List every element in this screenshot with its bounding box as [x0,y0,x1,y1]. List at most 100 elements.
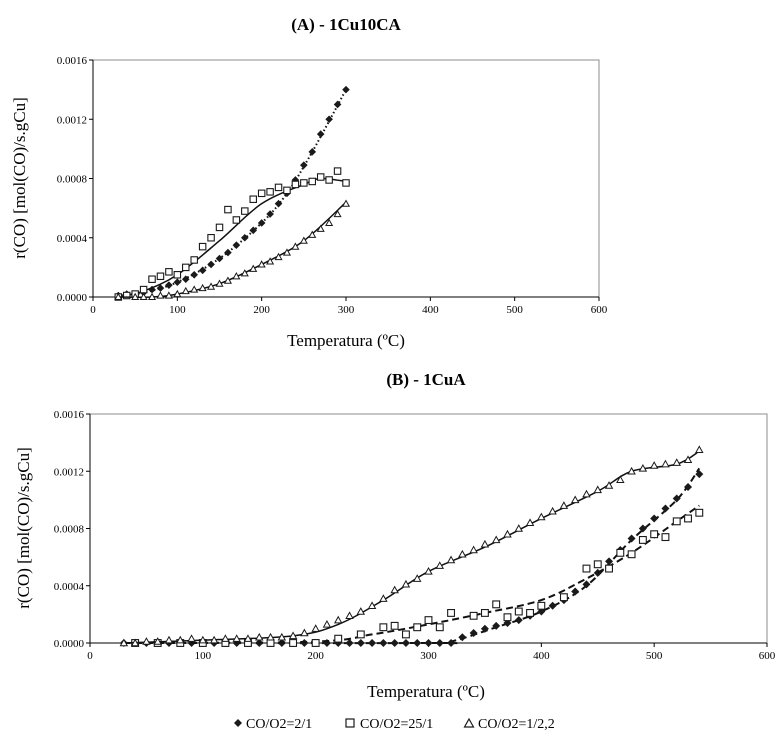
diamond-point-co-o2-2-1 [198,266,207,275]
triangle-point-co-o2-1-2-2 [356,607,366,615]
y-tick-label: 0.0012 [57,114,87,126]
square-point-co-o2-25-1 [257,189,266,198]
triangle-point-co-o2-1-2-2 [153,637,162,645]
square-point-co-o2-25-1 [559,593,568,602]
square-point-co-o2-25-1 [207,234,215,242]
triangle-point-co-o2-1-2-2 [176,635,185,644]
triangle-point-co-o2-1-2-2 [379,594,388,602]
diamond-point-co-o2-2-1 [342,85,350,94]
triangle-point-co-o2-1-2-2 [173,289,182,298]
triangle-point-co-o2-1-2-2 [249,264,258,272]
square-point-co-o2-25-1 [650,530,659,539]
series-line-co-o2-2-1 [123,467,701,645]
triangle-point-co-o2-1-2-2 [232,634,241,642]
square-point-co-o2-25-1 [283,186,291,195]
square-point-co-o2-25-1 [582,564,591,573]
y-tick-label: 0.0000 [57,292,88,304]
diamond-point-co-o2-2-1 [571,587,580,596]
square-point-co-o2-25-1 [356,630,365,639]
triangle-point-co-o2-1-2-2 [291,242,300,250]
diamond-point-co-o2-2-1 [215,254,224,263]
square-point-co-o2-25-1 [435,623,444,632]
triangle-point-co-o2-1-2-2 [480,539,490,548]
triangle-point-co-o2-1-2-2 [311,624,320,632]
triangle-point-co-o2-1-2-2 [232,272,241,280]
square-point-co-o2-25-1 [661,533,670,542]
triangle-point-co-o2-1-2-2 [322,619,332,628]
chart-a: (A) - 1Cu10CA r(CO) [mol(CO)/s.gCu] Temp… [10,15,608,350]
triangle-point-co-o2-1-2-2 [139,292,148,301]
chart-a-title: (A) - 1Cu10CA [291,15,401,34]
square-point-co-o2-25-1 [311,639,320,647]
chart-b-axes: 0.0000 0.0004 0.0008 0.0012 0.0016 0 100 200 300… [54,409,776,662]
chart-b: (B) - 1CuA r(CO) [mol(CO)/s.gCu] Tempera… [14,370,776,701]
triangle-point-co-o2-1-2-2 [243,634,253,642]
diamond-point-co-o2-2-1 [413,639,422,647]
diamond-point-co-o2-2-1 [333,100,342,109]
triangle-point-co-o2-1-2-2 [198,635,208,644]
x-tick-label: 500 [506,304,523,316]
triangle-point-co-o2-1-2-2 [424,567,433,575]
square-point-co-o2-25-1 [684,514,692,523]
legend-label-co-o2-2-1: CO/O2=2/1 [246,717,312,732]
diamond-point-co-o2-2-1 [379,639,388,647]
diamond-point-co-o2-2-1 [514,616,523,625]
diamond-point-co-o2-2-1 [173,278,182,286]
y-tick-label: 0.0000 [54,638,85,650]
x-tick-label: 300 [338,304,355,316]
triangle-point-co-o2-1-2-2 [240,269,249,277]
triangle-point-co-o2-1-2-2 [274,252,283,261]
triangle-point-co-o2-1-2-2 [367,601,377,610]
diamond-point-co-o2-2-1 [582,580,591,589]
square-point-co-o2-25-1 [266,188,274,196]
triangle-point-co-o2-1-2-2 [649,461,659,469]
triangle-point-co-o2-1-2-2 [308,230,317,238]
square-point-co-o2-25-1 [447,608,456,617]
legend-label-co-o2-1-2-2: CO/O2=1/2,2 [478,717,555,732]
triangle-point-co-o2-1-2-2 [616,475,625,484]
diamond-point-co-o2-2-1 [345,639,354,647]
triangle-point-co-o2-1-2-2 [316,224,325,232]
triangle-point-co-o2-1-2-2 [333,209,342,218]
triangle-point-co-o2-1-2-2 [570,495,580,504]
square-point-co-o2-25-1 [672,517,681,526]
triangle-point-co-o2-1-2-2 [514,524,524,532]
triangle-point-co-o2-1-2-2 [266,632,275,641]
diamond-point-co-o2-2-1 [291,176,300,184]
diamond-point-co-o2-2-1 [650,514,659,523]
triangle-point-co-o2-1-2-2 [266,257,275,265]
square-point-co-o2-25-1 [593,560,602,569]
square-point-co-o2-25-1 [241,207,249,215]
square-point-co-o2-25-1 [413,623,422,632]
square-point-co-o2-25-1 [480,608,489,617]
triangle-point-co-o2-1-2-2 [661,459,670,468]
triangle-point-co-o2-1-2-2 [695,445,704,454]
y-tick-label: 0.0004 [54,581,85,593]
diamond-point-co-o2-2-1 [257,219,266,227]
square-point-co-o2-25-1 [266,639,275,647]
diamond-point-co-o2-2-1 [325,115,333,124]
diamond-point-co-o2-2-1 [401,639,410,647]
square-point-co-o2-25-1 [379,623,388,632]
square-point-co-o2-25-1 [198,242,207,251]
x-tick-label: 100 [169,304,186,316]
square-point-co-o2-25-1 [390,621,399,630]
triangle-point-co-o2-1-2-2 [638,463,648,472]
y-tick-label: 0.0004 [57,233,88,245]
triangle-point-co-o2-1-2-2 [164,291,173,299]
diamond-point-co-o2-2-1 [672,494,681,503]
chart-b-title: (B) - 1CuA [386,370,466,389]
triangle-point-co-o2-1-2-2 [223,276,232,284]
diamond-point-co-o2-2-1 [469,628,478,637]
diamond-point-co-o2-2-1 [492,621,501,630]
y-tick-label: 0.0008 [57,174,88,186]
square-point-co-o2-25-1 [469,611,478,620]
triangle-point-co-o2-1-2-2 [164,635,174,644]
square-point-co-o2-25-1 [514,607,523,616]
square-point-co-o2-25-1 [156,272,165,281]
x-tick-label: 600 [759,650,776,662]
diamond-point-co-o2-2-1 [181,275,190,284]
triangle-point-co-o2-1-2-2 [491,535,501,544]
diamond-point-co-o2-2-1 [548,601,557,610]
legend-diamond-marker [234,719,242,727]
